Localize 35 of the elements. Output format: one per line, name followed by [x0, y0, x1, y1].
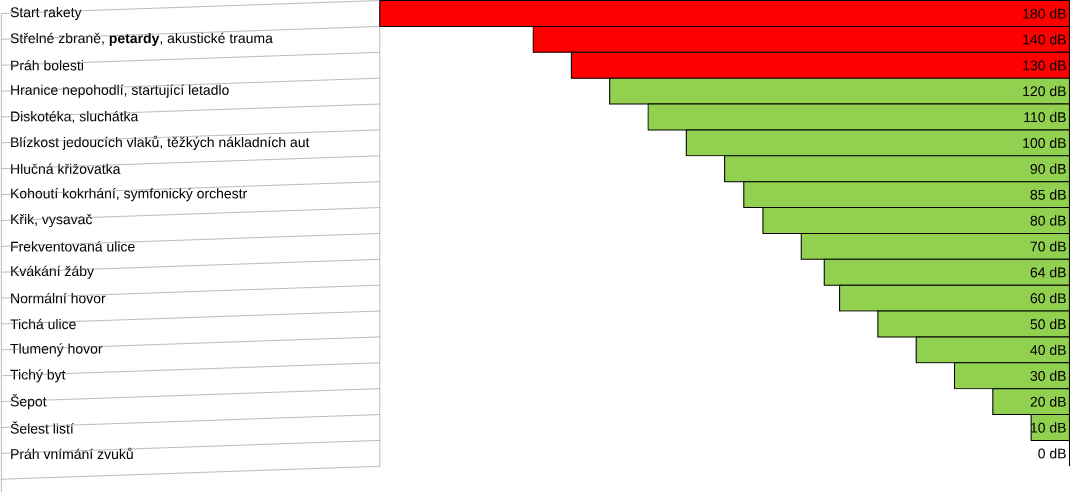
y-tick-label: Tichý byt [10, 368, 66, 383]
y-tick-label: Tlumený hovor [10, 343, 103, 357]
data-label: 40 dB [1030, 344, 1066, 355]
data-label: 180 dB [1023, 8, 1066, 19]
data-label: 50 dB [1030, 318, 1066, 329]
y-tick-label: Hranice nepohodlí, startující letadlo [11, 84, 229, 98]
data-label: 140 dB [1023, 34, 1066, 45]
data-label: 100 dB [1023, 137, 1066, 148]
data-label: 80 dB [1030, 215, 1066, 226]
y-tick-label: Normální hovor [11, 292, 106, 304]
y-tick-label: Práh bolesti [11, 59, 83, 71]
data-label: 120 dB [1023, 85, 1066, 97]
data-label: 110 dB [1024, 111, 1066, 122]
data-label: 64 dB [1030, 266, 1066, 278]
y-tick-label: Tichá ulice [10, 318, 76, 329]
y-tick-label: Střelné zbraně, petardy, akustické trauma [10, 32, 273, 46]
y-tick-label: Šelest listí [10, 421, 74, 434]
y-tick-label: Frekventovaná ulice [11, 240, 135, 252]
y-tick-label: Práh vnímání zvuků [11, 447, 133, 459]
y-tick-label: Křik, vysavač [11, 213, 93, 227]
data-label: 30 dB [1030, 370, 1066, 381]
y-tick-label: Kohoutí kokrhání, symfonický orchestr [11, 187, 247, 201]
data-label: 85 dB [1030, 189, 1066, 200]
y-tick-label: Blízkost jedoucích vlaků, těžkých nákladních aut [11, 135, 310, 150]
y-tick-label: Diskotéka, sluchátka [11, 110, 139, 123]
data-label: 130 dB [1023, 59, 1066, 71]
data-label: 0 dB [1038, 448, 1066, 459]
y-tick-label: Hlučná křižovatka [11, 163, 121, 174]
y-tick-label: Kvákání žáby [11, 265, 94, 279]
y-tick-label: Šepot [10, 393, 47, 409]
data-label: 70 dB [1030, 241, 1066, 252]
data-label: 90 dB [1030, 163, 1066, 174]
data-label: 60 dB [1030, 292, 1066, 304]
y-tick-label: Start rakety [10, 6, 82, 20]
data-label: 20 dB [1030, 396, 1066, 407]
